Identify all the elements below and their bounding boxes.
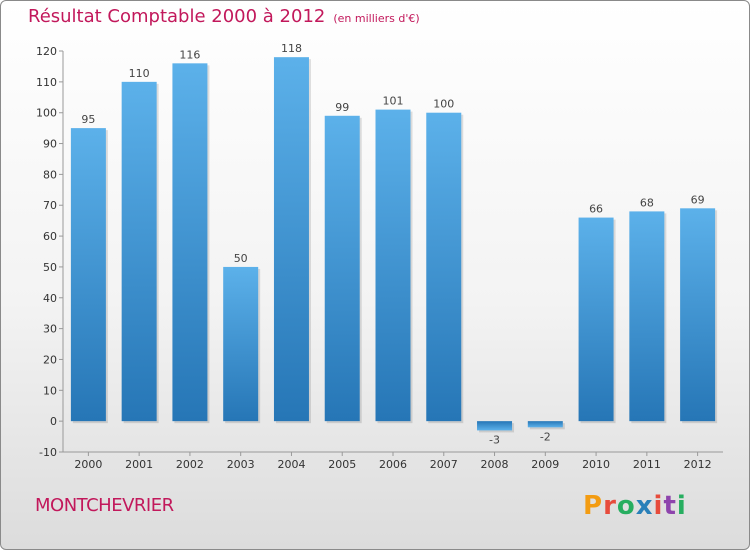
bar-2011 [629, 211, 665, 422]
bar-2010 [578, 217, 614, 422]
axes: -10 0 10 20 30 40 50 60 70 80 90 100 110 120 2000 2001 2… [36, 45, 723, 471]
logo-letter: t [663, 491, 677, 521]
bar-2002 [172, 63, 208, 422]
x-tick-label: 2010 [582, 458, 610, 471]
commune-name: MONTCHEVRIER [35, 495, 174, 516]
bar-2000 [70, 128, 106, 422]
x-tick-label: 2007 [430, 458, 458, 471]
data-label-2007: 100 [433, 98, 454, 111]
title-row: Résultat Comptable 2000 à 2012 (en millie… [28, 6, 420, 27]
bar-2006 [375, 109, 411, 422]
data-labels: 95 110 116 50 118 99 101 100 -3 -2 66 68 69 [81, 42, 704, 446]
y-tick-label: 40 [43, 292, 57, 305]
data-label-2010: 66 [589, 203, 603, 216]
y-tick-label: 60 [43, 230, 57, 243]
logo-letter: i [653, 491, 664, 521]
data-label-2006: 101 [383, 95, 404, 108]
data-label-2004: 118 [281, 42, 302, 55]
data-label-2009: -2 [540, 430, 551, 443]
x-tick-label: 2006 [379, 458, 407, 471]
x-tick-label: 2000 [74, 458, 102, 471]
bar-2007 [426, 112, 462, 422]
y-tick-label: 90 [43, 138, 57, 151]
bars [70, 57, 718, 433]
logo-letter: i [676, 491, 687, 521]
y-tick-label: 50 [43, 261, 57, 274]
x-tick-label: 2011 [633, 458, 661, 471]
bar-2012 [680, 208, 716, 422]
y-tick-label: 100 [36, 107, 57, 120]
data-label-2000: 95 [81, 113, 95, 126]
y-tick-label: 30 [43, 323, 57, 336]
data-label-2001: 110 [129, 67, 150, 80]
logo-letter: x [635, 491, 654, 521]
bar-2001 [121, 81, 157, 422]
data-label-2011: 68 [640, 196, 654, 209]
data-label-2002: 116 [179, 48, 200, 61]
x-tick-label: 2012 [684, 458, 712, 471]
x-tick-label: 2009 [531, 458, 559, 471]
y-tick-label: 20 [43, 353, 57, 366]
logo-letter: o [616, 491, 636, 521]
data-label-2008: -3 [489, 433, 500, 446]
y-tick-label: 0 [50, 415, 57, 428]
logo-letter: r [603, 491, 617, 521]
bar-2003 [223, 266, 259, 422]
y-tick-label: 110 [36, 76, 57, 89]
x-tick-label: 2004 [277, 458, 305, 471]
data-label-2005: 99 [335, 101, 349, 114]
chart-subtitle: (en milliers d'€) [333, 12, 420, 25]
x-tick-label: 2008 [481, 458, 509, 471]
x-tick-label: 2005 [328, 458, 356, 471]
bar-2009 [527, 421, 563, 428]
bar-2004 [273, 57, 309, 422]
x-tick-label: 2001 [125, 458, 153, 471]
y-tick-label: 70 [43, 199, 57, 212]
logo-letter: P [583, 491, 604, 521]
chart-title: Résultat Comptable 2000 à 2012 [28, 6, 326, 27]
y-tick-label: 80 [43, 168, 57, 181]
proxiti-logo[interactable]: Proxiti [583, 491, 687, 521]
x-tick-label: 2003 [227, 458, 255, 471]
bar-2008 [477, 421, 513, 431]
bar-2005 [324, 115, 360, 422]
data-label-2012: 69 [691, 193, 705, 206]
y-tick-label: 10 [43, 384, 57, 397]
x-tick-label: 2002 [176, 458, 204, 471]
y-tick-label: -10 [39, 446, 57, 459]
y-tick-label: 120 [36, 45, 57, 58]
data-label-2003: 50 [234, 252, 248, 265]
